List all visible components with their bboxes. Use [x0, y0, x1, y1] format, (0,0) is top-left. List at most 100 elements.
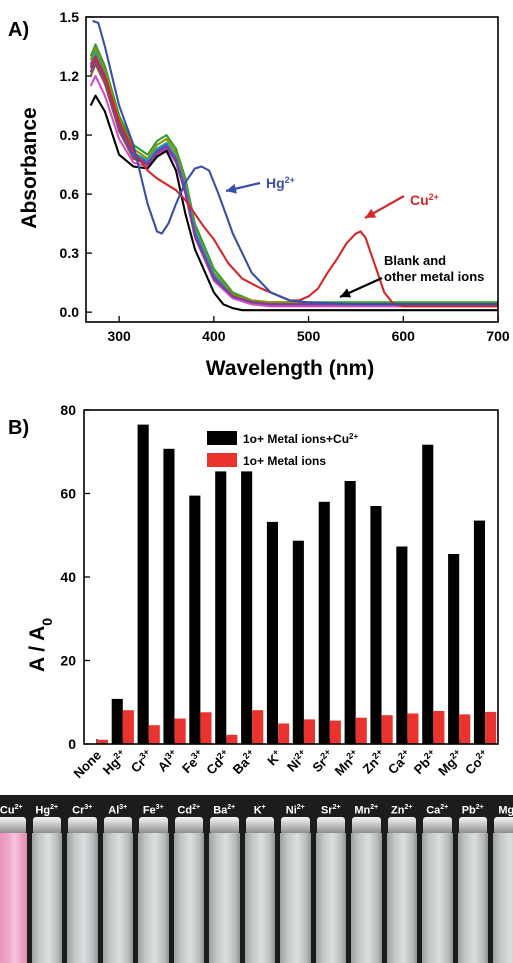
vial-solution [102, 833, 133, 963]
x-tick-label: Mn2+ [331, 747, 363, 779]
vial-label: Pb2+ [461, 804, 484, 817]
bar-with-cu [266, 521, 278, 744]
y-tick-label: 0.9 [60, 127, 80, 143]
bar-metal-only [278, 723, 290, 744]
vial-label: Al3+ [108, 804, 128, 817]
vial-cap [139, 817, 168, 833]
blank-annotation-line-2: other metal ions [384, 269, 484, 284]
bar-metal-only [174, 718, 186, 744]
bar-metal-only [381, 715, 393, 744]
bar-with-cu [163, 448, 175, 744]
x-tick-label: K+ [264, 747, 286, 769]
vial-label: Cr3+ [72, 804, 93, 817]
cu-arrow-head [365, 208, 377, 218]
vial-solution [67, 833, 98, 963]
bar-metal-only [122, 710, 134, 744]
vial-cap [494, 817, 513, 833]
vial-label: Cd2+ [177, 804, 201, 817]
bar-with-cu [473, 520, 485, 744]
vial-label: Ba2+ [213, 804, 236, 817]
x-tick-label: Sr2+ [309, 747, 337, 775]
plot-frame [83, 409, 499, 745]
vial-solution [386, 833, 417, 963]
x-tick-label: Al3+ [154, 747, 182, 775]
bar-metal-only [485, 711, 497, 744]
vial-solution [315, 833, 346, 963]
vial-label: Hg2+ [35, 804, 59, 817]
cu-annotation: Cu2+ [410, 192, 439, 208]
vial-label: Sr2+ [320, 804, 341, 817]
x-tick-label: None [70, 748, 104, 782]
vial-solution [209, 833, 240, 963]
hg-arrow-head [226, 183, 237, 194]
y-axis-title: Absorbance [18, 107, 41, 228]
x-tick-label: Co2+ [461, 747, 492, 778]
bar-with-cu [215, 471, 227, 744]
absorbance-spectra-chart: A) Absorbance Wavelength (nm) 300 400 500 6… [8, 9, 510, 380]
x-tick-label: Zn2+ [359, 747, 389, 777]
bar-with-cu [422, 444, 434, 744]
vial-cap [281, 817, 310, 833]
vial-solution [173, 833, 204, 963]
vial-mn: Mn2+ [349, 795, 384, 963]
blank-annotation-line-1: Blank and [384, 253, 446, 268]
x-tick-label: Fe3+ [178, 747, 207, 776]
vial-solution [280, 833, 311, 963]
x-tick-label: Cd2+ [203, 747, 234, 778]
bar-metal-only [226, 734, 238, 744]
bar-with-cu [111, 698, 123, 744]
vial-pb: Pb2+ [456, 795, 491, 963]
vial-solution [138, 833, 169, 963]
legend-swatch-series-2 [207, 453, 237, 467]
vial-cr: Cr3+ [65, 795, 100, 963]
vial-solution [422, 833, 453, 963]
x-tick-label: Ba2+ [229, 747, 259, 777]
y-tick-label: 0 [68, 736, 76, 752]
x-tick-label: 400 [202, 328, 226, 344]
x-tick-label: Pb2+ [410, 747, 440, 777]
vial-k: K+ [243, 795, 278, 963]
vial-label: Mn2+ [354, 804, 379, 817]
vial-cap [32, 817, 61, 833]
vial-sr: Sr2+ [314, 795, 349, 963]
plot-frame [85, 16, 499, 323]
vial-ni: Ni2+ [278, 795, 313, 963]
vial-label: Ni2+ [285, 804, 305, 817]
absorbance-ratio-bar-chart: B) A / A0 0 20 40 60 80 NoneHg2+Cr3+Al3+Fe3+… [8, 402, 499, 782]
bar-with-cu [344, 481, 356, 744]
bar-with-cu [318, 501, 330, 744]
vial-hg: Hg2+ [30, 795, 65, 963]
bar-metal-only [200, 712, 212, 744]
vial-cap [210, 817, 239, 833]
vial-cap [458, 817, 487, 833]
bar-metal-only [96, 739, 108, 744]
vial-ca: Ca2+ [420, 795, 455, 963]
legend-swatch-series-1 [207, 431, 237, 445]
bar-with-cu [189, 495, 201, 744]
vial-cap [68, 817, 97, 833]
vial-solution [457, 833, 488, 963]
bar-metal-only [329, 720, 341, 744]
x-tick-label: Hg2+ [99, 747, 130, 778]
y-tick-label: 0.6 [60, 186, 80, 202]
y-tick-label: 0.0 [60, 304, 80, 320]
vial-cap [245, 817, 274, 833]
bar-with-cu [241, 471, 253, 744]
vial-zn: Zn2+ [385, 795, 420, 963]
bar-with-cu [137, 424, 149, 744]
y-tick-label: 0.3 [60, 245, 80, 261]
vial-photo-strip: Cu2+ Hg2+ Cr3+ Al3+ Fe3+ Cd2+ Ba2+ K+ Ni2+ Sr2+ Mn… [0, 795, 513, 963]
blank-arrow-head [340, 288, 352, 298]
y-tick-label: 60 [60, 486, 76, 502]
bar-with-cu [370, 506, 382, 744]
vial-cap [387, 817, 416, 833]
vial-cap [352, 817, 381, 833]
y-tick-label: 80 [60, 402, 76, 418]
legend: 1o+ Metal ions+Cu2+ 1o+ Metal ions [207, 431, 358, 468]
vial-solution [493, 833, 513, 963]
spectrum-line [92, 19, 498, 306]
panel-b-label: B) [8, 417, 29, 439]
spectrum-line [89, 94, 498, 312]
vial-label: Ca2+ [426, 804, 449, 817]
y-tick-label: 40 [60, 569, 76, 585]
